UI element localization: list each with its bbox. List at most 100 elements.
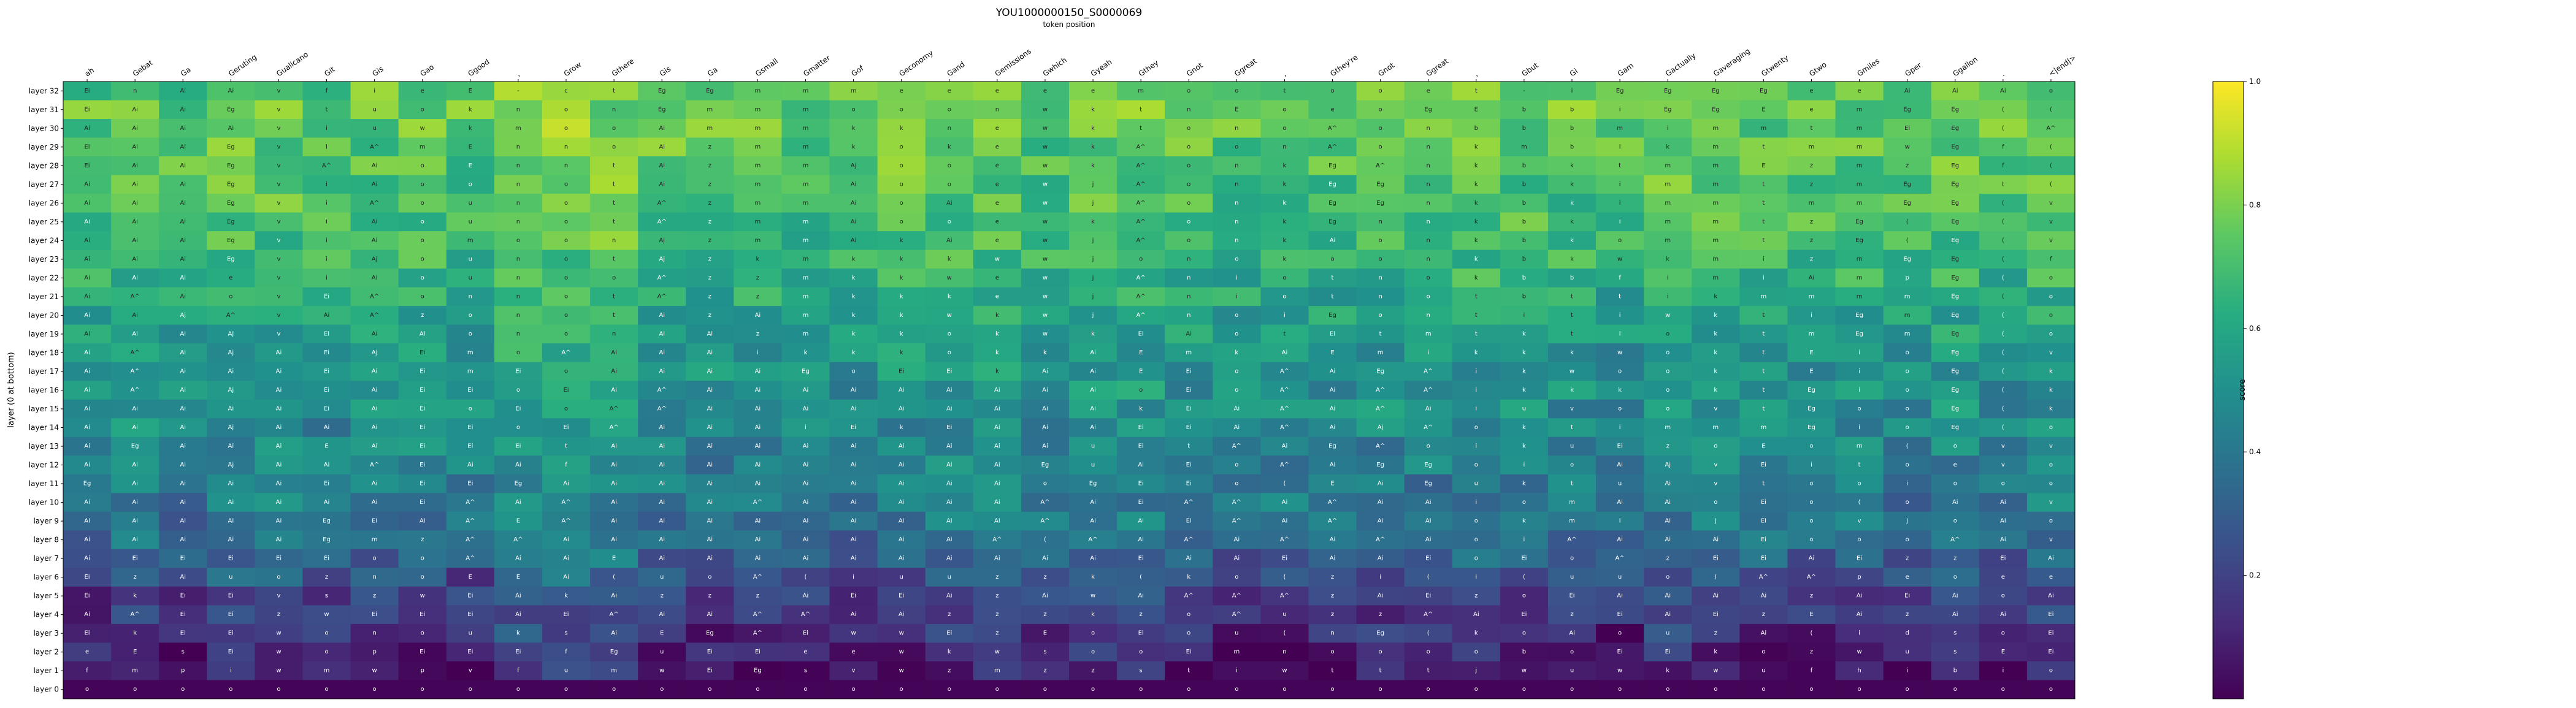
x-tick-label: Gof [849, 64, 865, 78]
heatmap-cell [1835, 119, 1884, 139]
heatmap-cell [1213, 530, 1261, 550]
heatmap-cell-label: k [852, 349, 856, 356]
heatmap-cell [446, 530, 495, 550]
heatmap-cell-label: n [516, 200, 520, 207]
heatmap-cell-label: o [1091, 630, 1095, 637]
heatmap-cell [1787, 623, 1836, 643]
heatmap-cell-label: Ai [994, 499, 1000, 506]
heatmap-cell-label: Ei [1521, 611, 1527, 618]
heatmap-cell [1931, 324, 1980, 344]
heatmap-cell-label: u [1618, 574, 1622, 580]
heatmap-cell-label: A^ [370, 462, 379, 468]
heatmap-cell [1213, 680, 1261, 699]
heatmap-cell-label: o [948, 686, 951, 693]
heatmap-cell-label: o [2049, 275, 2053, 281]
heatmap-cell [1069, 194, 1117, 213]
heatmap-cell-label: k [900, 349, 903, 356]
heatmap-cell-label: o [948, 106, 951, 113]
heatmap-cell [1931, 568, 1980, 587]
heatmap-cell-label: Ai [851, 481, 857, 487]
heatmap-cell-label: Ei [1138, 481, 1144, 487]
heatmap-cell [1308, 324, 1357, 344]
heatmap-cell [877, 156, 926, 176]
heatmap-cell [973, 436, 1022, 456]
heatmap-cell [1931, 119, 1980, 139]
heatmap-cell-label: s [1953, 630, 1957, 637]
heatmap-cell [1596, 362, 1644, 381]
heatmap-cell [302, 511, 351, 531]
heatmap-cell-label: Ai [324, 462, 330, 468]
heatmap-cell [1787, 362, 1836, 381]
heatmap-cell [446, 287, 495, 306]
heatmap-cell [2026, 82, 2076, 101]
heatmap-cell-label: i [1858, 424, 1860, 431]
heatmap-cell [1069, 568, 1117, 587]
heatmap-cell-label: Ai [372, 275, 378, 281]
heatmap-cell-label: o [2001, 593, 2005, 600]
heatmap-cell-label: Ai [1042, 443, 1048, 450]
heatmap-cell [1452, 324, 1501, 344]
heatmap-cell [1452, 231, 1501, 251]
heatmap-cell [446, 493, 495, 512]
heatmap-cell [1500, 82, 1549, 101]
heatmap-cell-label: t [613, 312, 615, 319]
heatmap-cell [1787, 586, 1836, 606]
heatmap-cell-label: A^ [657, 200, 667, 207]
heatmap-cell [302, 156, 351, 176]
heatmap-cell-label: s [182, 649, 185, 655]
heatmap-cell-label: k [1666, 143, 1669, 150]
heatmap-cell [877, 586, 926, 606]
heatmap-cell-label: w [1570, 368, 1574, 375]
heatmap-cell-label: Aj [228, 330, 234, 337]
heatmap-cell-label: k [900, 293, 903, 300]
heatmap-cell-label: k [1666, 668, 1669, 674]
heatmap-cell-label: Ai [1952, 499, 1958, 506]
heatmap-cell-label: n [948, 125, 951, 132]
heatmap-cell [542, 568, 591, 587]
heatmap-cell-label: i [1284, 312, 1286, 319]
heatmap-cell [638, 212, 686, 232]
heatmap-cell [1835, 231, 1884, 251]
heatmap-cell-label: t [1379, 330, 1382, 337]
heatmap-cell [1260, 399, 1309, 419]
heatmap-cell-label: w [1043, 181, 1048, 188]
heatmap-cell-label: m [1857, 200, 1863, 207]
heatmap-cell [159, 661, 207, 680]
heatmap-cell-label: z [995, 630, 999, 637]
heatmap-cell-label: j [1092, 200, 1094, 207]
heatmap-cell-label: m [1712, 424, 1719, 431]
heatmap-cell [590, 474, 638, 493]
heatmap-cell [207, 82, 255, 101]
heatmap-cell [111, 642, 159, 662]
heatmap-cell [255, 605, 303, 625]
heatmap-cell-label: o [1666, 349, 1669, 356]
heatmap-cell [1165, 399, 1213, 419]
heatmap-cell-label: A^ [1376, 162, 1385, 169]
heatmap-cell [925, 568, 974, 587]
heatmap-cell-label: o [1330, 256, 1334, 262]
heatmap-cell-label: Ai [611, 481, 617, 487]
heatmap-cell-label: e [995, 293, 999, 300]
heatmap-cell [1117, 586, 1165, 606]
heatmap-cell [446, 623, 495, 643]
heatmap-cell-label: Ai [707, 443, 713, 450]
heatmap-cell-label: o [948, 181, 951, 188]
heatmap-cell-label: Ai [803, 536, 809, 543]
heatmap-cell-label: k [1522, 387, 1526, 394]
heatmap-cell [1308, 436, 1357, 456]
heatmap-cell-label: E [516, 518, 520, 525]
heatmap-cell-label: Ei [1904, 593, 1910, 600]
heatmap-cell [1165, 661, 1213, 680]
heatmap-cell [1213, 324, 1261, 344]
heatmap-cell-label: Ai [1330, 368, 1336, 375]
heatmap-cell [1835, 324, 1884, 344]
heatmap-cell [1547, 399, 1597, 419]
heatmap-cell [590, 324, 638, 344]
heatmap-cell [1883, 249, 1932, 269]
heatmap-cell-label: o [900, 106, 903, 113]
heatmap-cell [781, 194, 830, 213]
heatmap-cell [207, 586, 255, 606]
heatmap-cell [1069, 362, 1117, 381]
heatmap-cell [159, 530, 207, 550]
heatmap-cell-label: Ai [276, 443, 282, 450]
